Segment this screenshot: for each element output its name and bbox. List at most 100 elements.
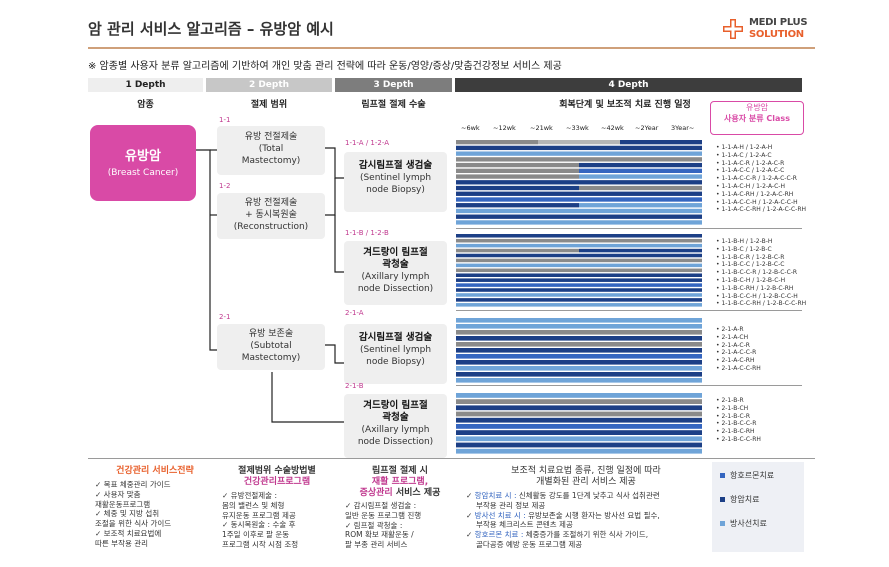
gantt-bar	[456, 278, 702, 282]
page-title: 암 관리 서비스 알고리즘 – 유방암 예시	[88, 20, 334, 38]
depth2-label: (Subtotal	[250, 341, 292, 351]
gantt-bar	[456, 273, 702, 277]
depth3-label: node Biopsy)	[366, 357, 425, 367]
depth3-tag: 1-1-B / 1-2-B	[345, 229, 389, 237]
footer-line: 팔 부종 관리 서비스	[345, 540, 408, 550]
depth3-label: node Dissection)	[357, 437, 434, 447]
depth2-total-mastectomy: 유방 전절제술 (Total Mastectomy)	[217, 126, 325, 175]
therapy-key: 방사선 치료 시 :	[474, 510, 526, 520]
therapy-text: 유방보존술 시행 환자는 방사선 요법 필수,	[525, 510, 660, 520]
depth2-label: (Total	[258, 144, 284, 154]
depth2-label: (Reconstruction)	[233, 222, 309, 232]
gantt-bar	[456, 336, 702, 341]
gantt-bar	[456, 372, 702, 377]
class-code: • 2-1-A-C-R	[716, 341, 750, 349]
depth2-tag: 2-1	[219, 313, 231, 321]
medical-cross-icon	[723, 19, 743, 39]
class-code: • 1-1-B-C-C-H / 1-2-B-C-C-H	[716, 292, 798, 300]
depth2-label: 유방 전절제술	[244, 198, 298, 208]
intro-note: ※ 암종별 사용자 분류 알고리즘에 기반하여 개인 맞춤 관리 전략에 따라 …	[88, 61, 562, 72]
class-code: • 2-1-A-CH	[716, 333, 749, 341]
depth2-label: Mastectomy)	[241, 156, 301, 166]
logo-text-top: MEDI PLUS	[749, 17, 808, 28]
gantt-bar	[456, 214, 702, 219]
depth2-label: 유방 전절제술	[244, 132, 298, 142]
depth2-subtotal-mastectomy: 유방 보존술 (Subtotal Mastectomy)	[217, 324, 325, 370]
footer-strategy: 건강관리 서비스전략 ✓ 목표 체중관리 가이드 ✓ 사용자 맞춤 재활운동프로…	[95, 466, 215, 549]
class-code: • 1-1-A-C-RH / 1-2-A-C-RH	[716, 190, 794, 198]
footer-resection-head: 절제범위 수술방법별	[238, 466, 316, 476]
therapy-key: 항암치료 시 :	[474, 491, 517, 500]
gantt-bar	[456, 405, 702, 411]
footer-line: 조절을 위한 식사 가이드	[95, 519, 172, 529]
week-label: ~12wk	[493, 124, 516, 132]
class-list-3: • 2-1-A-R • 2-1-A-CH • 2-1-A-C-R • 2-1-A-C-…	[716, 326, 761, 373]
class-list-2: • 1-1-B-H / 1-2-B-H • 1-1-B-C / 1-2-B-C • …	[716, 238, 806, 308]
title-divider	[88, 47, 815, 49]
gantt-bar	[456, 253, 702, 258]
depth3-tag: 2-1-B	[345, 382, 364, 390]
footer-strategy-head: 건강관리 서비스전략	[116, 466, 194, 476]
footer-line: 몸의 밸런스 및 체형	[222, 500, 285, 510]
logo-text-bottom: SOLUTION	[749, 29, 804, 40]
footer-line: 일반 운동 프로그램 진행	[345, 510, 422, 520]
depth3-label: (Sentinel lymph	[359, 345, 432, 355]
cancer-name-en: (Breast Cancer)	[107, 168, 179, 178]
gantt-bar	[456, 411, 702, 417]
class-code: • 1-1-A-C-C / 1-2-A-C-C	[716, 167, 785, 175]
depth2-label: 유방 보존술	[248, 329, 294, 339]
gantt-bar	[456, 157, 702, 162]
footer-resection-program: 절제범위 수술방법별 건강관리프로그램 ✓ 유방전절제술 : 몸의 밸런스 및 …	[222, 466, 332, 550]
class-list-4: • 2-1-B-R • 2-1-B-CH • 2-1-B-C-R • 2-1-B-C-…	[716, 397, 761, 444]
depth2-label: + 동시복원술	[245, 210, 297, 220]
footer-divider	[88, 458, 815, 459]
gantt-bar	[456, 180, 702, 185]
gantt-bar	[456, 174, 579, 179]
class-code: • 1-1-B-C-C / 1-2-B-C-C	[716, 261, 785, 269]
gantt-bar	[456, 360, 702, 365]
depth3-title: 감시림프절 생검술	[358, 160, 433, 171]
gantt-bar	[456, 442, 702, 448]
footer-line: 유지운동 프로그램 제공	[222, 510, 296, 520]
legend-item-hormone: 항호르몬치료	[720, 470, 774, 481]
class-code: • 1-1-A-C / 1-2-A-C	[716, 151, 772, 159]
class-code: • 1-1-A-H / 1-2-A-H	[716, 144, 773, 151]
class-code: • 1-1-B-C / 1-2-B-C	[716, 245, 772, 253]
class-code: • 1-1-B-C-C-RH / 1-2-B-C-C-RH	[716, 300, 807, 308]
legend-item-radiation: 방사선치료	[720, 518, 767, 529]
class-header-line1: 유방암	[745, 103, 769, 112]
class-code: • 1-1-A-C-C-RH / 1-2-A-C-C-RH	[716, 206, 807, 214]
depth3-sentinel-1: 감시림프절 생검술 (Sentinel lymph node Biopsy)	[344, 152, 447, 212]
footer-line: ✓ 목표 체중관리 가이드	[95, 480, 171, 489]
therapy-cont: 부작용 관리 정보 제공	[476, 500, 546, 510]
gantt-bar	[456, 203, 579, 208]
class-code: • 1-1-B-C-C-R / 1-2-B-C-C-R	[716, 269, 798, 277]
depth3-title: 곽청술	[382, 259, 409, 270]
footer-adjuvant-therapy: 보조적 치료요법 종류, 진행 일정에 따라 개별화된 관리 서비스 제공 ✓ …	[466, 466, 706, 550]
gantt-bar	[579, 162, 702, 168]
footer-line: ✓ 동시복원술 : 수술 후	[222, 520, 296, 530]
class-header-line2: 사용자 분류 Class	[724, 114, 790, 123]
class-code: • 2-1-B-C-RH	[716, 428, 755, 436]
gantt-bar	[456, 393, 702, 398]
class-code: • 2-1-A-C-RH	[716, 357, 755, 365]
gantt-bar	[456, 378, 702, 383]
week-label: ~6wk	[461, 124, 480, 132]
depth3-sentinel-2: 감시림프절 생검술 (Sentinel lymph node Biopsy)	[344, 324, 447, 384]
therapy-cont: 골다공증 예방 운동 프로그램 제공	[476, 539, 583, 549]
depth-4-header: 4 Depth	[455, 78, 802, 92]
class-code: • 1-1-B-H / 1-2-B-H	[716, 238, 773, 245]
depth3-label: (Axillary lymph	[361, 425, 430, 435]
footer-lymph-head3b: 서비스 제공	[392, 488, 441, 498]
depth3-title: 곽청술	[382, 412, 409, 423]
week-label: ~2Year	[635, 124, 659, 132]
footer-line: 프로그램 시작 시점 조정	[222, 539, 299, 549]
gantt-bar	[456, 324, 702, 329]
gantt-bar	[456, 234, 702, 238]
gantt-bar	[456, 220, 702, 225]
gantt-bar	[579, 168, 702, 173]
gantt-bar	[456, 238, 702, 243]
legend-label: 항암치료	[730, 495, 760, 504]
depth3-title: 겨드랑이 림프절	[363, 400, 428, 411]
gantt-bar	[456, 298, 702, 302]
